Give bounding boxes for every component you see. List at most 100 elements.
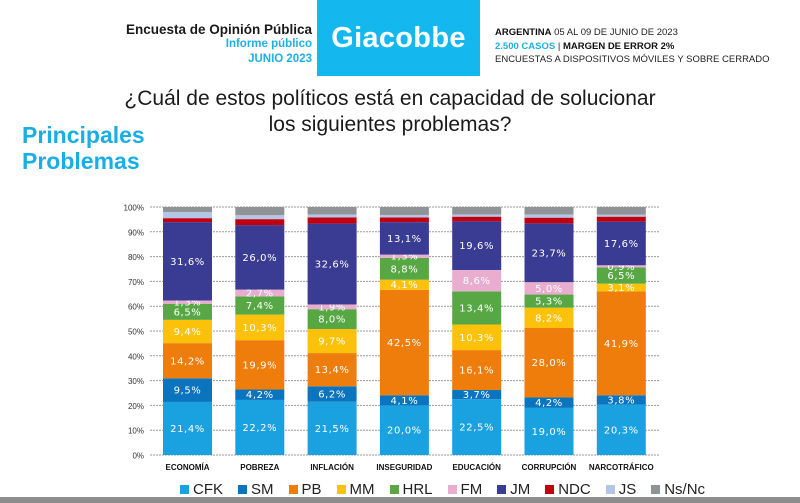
data-label: 8,0% — [318, 315, 346, 326]
bar-segment-pb — [596, 291, 646, 396]
bar-segment-hrl — [163, 303, 212, 320]
data-label: 5,0% — [535, 284, 563, 295]
bar-segment-pb — [163, 343, 212, 379]
bar-segment-ndc — [452, 216, 502, 222]
legend-swatch — [288, 485, 298, 494]
data-label: 1,9% — [318, 302, 346, 313]
bar-segment-js — [163, 211, 212, 219]
legend-swatch — [545, 485, 555, 494]
legend-label: SM — [251, 481, 274, 498]
bar-segment-nsnc — [452, 207, 502, 215]
bar-segment-nsnc — [307, 207, 357, 215]
data-label: 20,0% — [387, 426, 422, 437]
report-date: JUNIO 2023 — [248, 53, 312, 65]
bar-segment-fm — [379, 254, 429, 258]
bar-segment-pb — [379, 289, 429, 396]
y-tick-label: 0% — [132, 452, 144, 461]
legend-swatch — [447, 485, 457, 494]
bar-segment-ndc — [163, 218, 212, 223]
bar-segment-sm — [235, 389, 285, 400]
bar-segment-mm — [379, 279, 429, 290]
category-label: CORRUPCIÓN — [522, 463, 577, 472]
bar-segment-cfk — [524, 407, 574, 455]
bar-segment-js — [452, 214, 502, 217]
y-tick-label: 70% — [128, 278, 144, 287]
field-info: ARGENTINA 05 AL 09 DE JUNIO DE 2023 — [495, 26, 770, 40]
bar-segment-nsnc — [163, 207, 212, 212]
bar-segment-hrl — [524, 294, 574, 308]
bar-segment-ndc — [524, 217, 574, 224]
field-dates: 05 AL 09 DE JUNIO DE 2023 — [554, 27, 678, 38]
legend-label: Ns/Nc — [664, 481, 706, 498]
brand-logo: Giacobbe — [317, 0, 480, 76]
y-tick-label: 40% — [128, 352, 144, 361]
sample-info: 2.500 CASOS | MARGEN DE ERROR 2% — [495, 40, 770, 54]
question-line-2: los siguientes problemas? — [268, 113, 512, 136]
margin-of-error: MARGEN DE ERROR 2% — [562, 40, 675, 52]
legend-label: PB — [301, 481, 322, 498]
data-label: 1,3% — [390, 252, 418, 263]
y-tick-label: 100% — [124, 204, 144, 213]
survey-header: Encuesta de Opinión Pública Informe públ… — [126, 22, 312, 67]
legend-item: MM — [336, 481, 375, 498]
bar-segment-pb — [235, 340, 285, 390]
y-tick-label: 20% — [128, 402, 144, 411]
bar-segment-sm — [163, 378, 212, 402]
country: ARGENTINA — [495, 27, 552, 38]
data-label: 19,9% — [242, 360, 277, 371]
y-tick-label: 50% — [128, 328, 144, 337]
category-label: ECONOMÍA — [166, 463, 210, 472]
bar-segment-mm — [524, 307, 574, 329]
bar-segment-js — [524, 214, 574, 218]
bar-segment-hrl — [379, 257, 429, 280]
data-label: 1,3% — [174, 298, 202, 309]
bar-segment-fm — [596, 265, 646, 268]
data-label: 31,6% — [170, 257, 205, 268]
bar-segment-ndc — [235, 219, 285, 226]
data-label: 19,0% — [532, 427, 567, 438]
data-label: 21,4% — [170, 424, 205, 435]
bar-segment-ndc — [379, 217, 429, 223]
legend-item: NDC — [545, 481, 591, 498]
survey-title: Encuesta de Opinión Pública — [125, 22, 312, 37]
y-tick-label: 60% — [128, 303, 144, 312]
data-label: 13,1% — [387, 234, 422, 245]
data-label: 17,6% — [604, 239, 639, 250]
bar-segment-jm — [163, 222, 212, 301]
bar-segment-mm — [307, 329, 357, 354]
bar-segment-js — [235, 215, 285, 220]
bar-segment-cfk — [307, 401, 357, 455]
data-label: 13,4% — [459, 303, 494, 314]
section-title: Principales Problemas — [22, 122, 145, 174]
data-label: 9,4% — [174, 327, 202, 338]
bar-segment-cfk — [235, 399, 285, 455]
footer-bar — [0, 497, 800, 503]
data-label: 8,2% — [535, 313, 563, 324]
legend-label: JM — [510, 481, 531, 498]
data-label: 41,9% — [604, 339, 639, 350]
data-label: 10,3% — [242, 323, 277, 334]
section-title-line-2: Problemas — [22, 148, 140, 174]
bar-segment-ndc — [596, 216, 646, 222]
legend-item: JM — [497, 481, 530, 498]
data-label: 32,6% — [315, 260, 350, 271]
bar-segment-hrl — [307, 309, 357, 330]
legend-item: Ns/Nc — [651, 481, 705, 498]
bar-segment-nsnc — [596, 207, 646, 215]
data-label: 4,1% — [390, 396, 418, 407]
legend-label: NDC — [558, 481, 591, 498]
bar-segment-jm — [524, 223, 574, 283]
method: ENCUESTAS A DISPOSITIVOS MÓVILES Y SOBRE… — [495, 54, 770, 65]
bar-segment-hrl — [596, 267, 646, 284]
data-label: 9,5% — [174, 386, 202, 397]
data-label: 4,1% — [390, 280, 418, 291]
data-label: 21,5% — [315, 424, 350, 435]
data-label: 3,1% — [607, 283, 635, 294]
data-label: 20,3% — [604, 425, 639, 436]
bar-segment-jm — [596, 221, 646, 266]
bar-segment-nsnc — [524, 207, 574, 215]
bar-segment-fm — [235, 289, 285, 297]
data-label: 9,7% — [318, 337, 346, 348]
bar-segment-js — [379, 214, 429, 218]
bar-segment-mm — [596, 283, 646, 292]
